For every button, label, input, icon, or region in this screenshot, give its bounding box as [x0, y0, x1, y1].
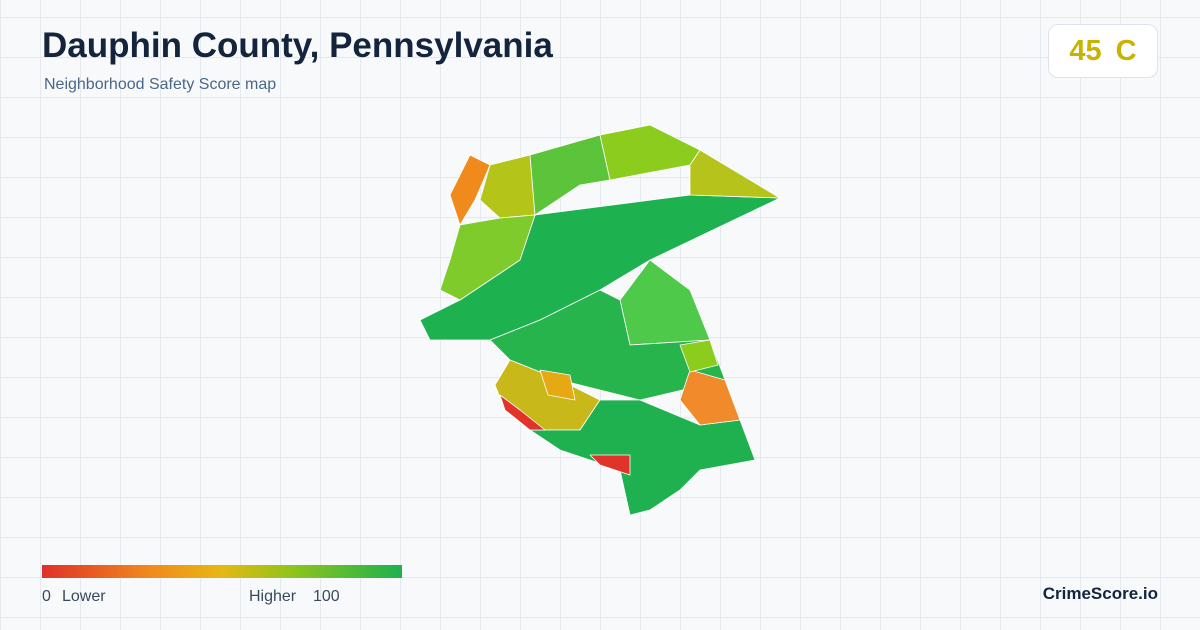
region	[539, 369, 576, 401]
title: Dauphin County, Pennsylvania	[42, 26, 553, 65]
region	[449, 154, 491, 226]
score-badge: 45 C	[1048, 24, 1158, 78]
subtitle: Neighborhood Safety Score map	[44, 76, 277, 93]
region	[589, 454, 631, 476]
legend-min-label: Lower	[62, 588, 106, 605]
region	[679, 339, 719, 373]
brand: CrimeScore.io	[1042, 584, 1158, 603]
region	[439, 214, 536, 301]
region	[679, 369, 741, 426]
legend-max-label: Higher	[249, 588, 297, 605]
county-regions	[419, 124, 781, 516]
legend-max: 100	[313, 588, 340, 605]
region	[599, 124, 701, 181]
score-grade: C	[1115, 34, 1137, 67]
region	[529, 134, 611, 216]
region	[499, 394, 546, 431]
region	[619, 259, 711, 346]
region	[689, 149, 781, 199]
legend-gradient	[42, 565, 402, 578]
region	[529, 399, 756, 516]
score-value: 45	[1069, 34, 1102, 67]
legend-min: 0	[42, 588, 51, 605]
